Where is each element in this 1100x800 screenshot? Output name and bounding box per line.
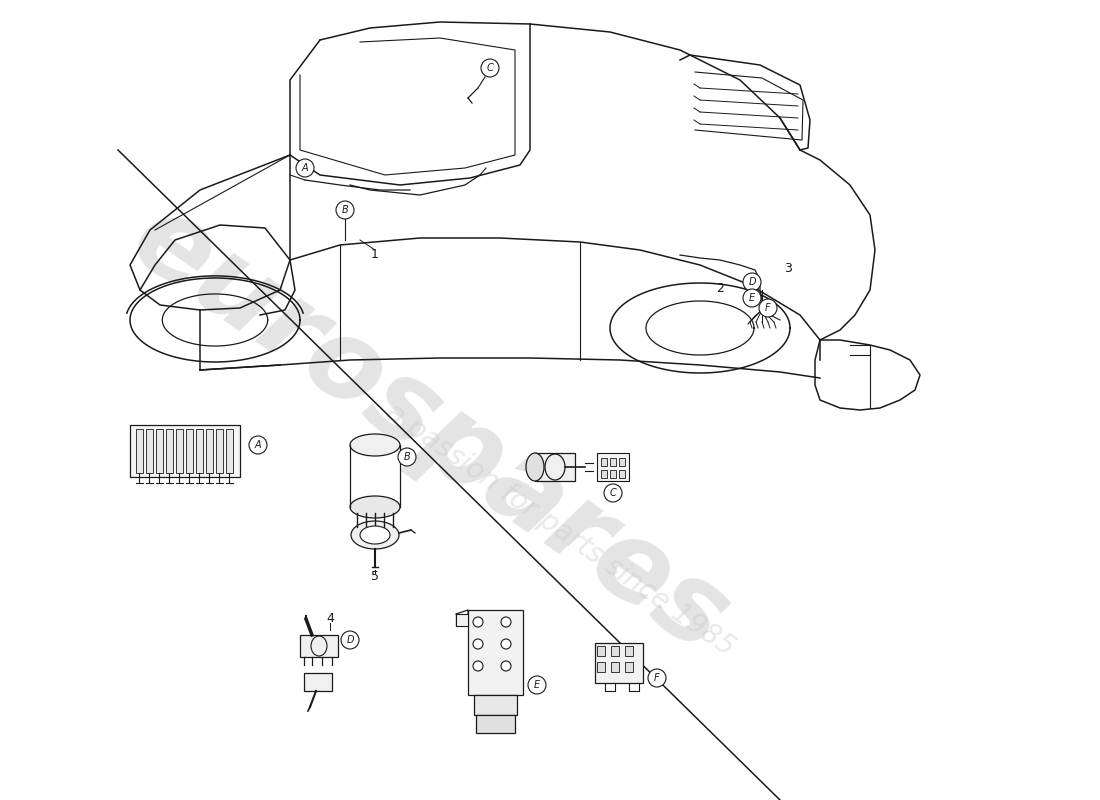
Bar [130, 425, 240, 477]
Text: B: B [342, 205, 349, 215]
Bar [146, 429, 153, 473]
Text: F: F [766, 303, 771, 313]
Circle shape [759, 299, 777, 317]
Circle shape [473, 617, 483, 627]
Text: D: D [346, 635, 354, 645]
Bar [216, 429, 223, 473]
Bar [597, 646, 605, 656]
Ellipse shape [350, 496, 400, 518]
Bar [476, 715, 515, 733]
Bar [166, 429, 173, 473]
Ellipse shape [360, 526, 390, 544]
Circle shape [648, 669, 666, 687]
Bar [625, 646, 632, 656]
Circle shape [341, 631, 359, 649]
Circle shape [336, 201, 354, 219]
Circle shape [742, 289, 761, 307]
Text: 1: 1 [371, 249, 378, 262]
Text: 2: 2 [716, 282, 724, 294]
Circle shape [604, 484, 622, 502]
Bar [619, 470, 625, 478]
Text: C: C [609, 488, 616, 498]
Bar [300, 635, 338, 657]
Bar [601, 470, 607, 478]
Text: C: C [486, 63, 494, 73]
Bar [474, 695, 517, 715]
Bar [595, 643, 644, 683]
Circle shape [398, 448, 416, 466]
Text: eurospares: eurospares [111, 185, 748, 675]
Text: D: D [748, 277, 756, 287]
Bar [196, 429, 204, 473]
Bar [601, 458, 607, 466]
Bar [597, 453, 629, 481]
Bar [186, 429, 192, 473]
Bar [610, 458, 616, 466]
Circle shape [528, 676, 546, 694]
Bar [610, 470, 616, 478]
Bar [136, 429, 143, 473]
Circle shape [500, 617, 512, 627]
Circle shape [500, 639, 512, 649]
Text: A: A [301, 163, 308, 173]
Bar [226, 429, 233, 473]
Bar [610, 646, 619, 656]
Bar [156, 429, 163, 473]
Text: F: F [654, 673, 660, 683]
Circle shape [500, 661, 512, 671]
Text: 5: 5 [371, 570, 380, 583]
Text: 3: 3 [784, 262, 792, 274]
Text: E: E [749, 293, 755, 303]
Bar [535, 453, 575, 481]
Bar [625, 662, 632, 672]
Bar [206, 429, 213, 473]
Bar [176, 429, 183, 473]
Bar [304, 673, 332, 691]
Circle shape [473, 639, 483, 649]
Bar [610, 662, 619, 672]
Text: a passion for parts since 1985: a passion for parts since 1985 [381, 398, 740, 662]
Circle shape [473, 661, 483, 671]
Circle shape [296, 159, 314, 177]
Circle shape [481, 59, 499, 77]
Bar [619, 458, 625, 466]
Text: E: E [534, 680, 540, 690]
Bar [456, 614, 468, 626]
Circle shape [742, 273, 761, 291]
Bar [597, 662, 605, 672]
Ellipse shape [351, 521, 399, 549]
Text: A: A [255, 440, 262, 450]
Ellipse shape [526, 453, 544, 481]
Ellipse shape [350, 434, 400, 456]
Text: B: B [404, 452, 410, 462]
Bar [468, 610, 522, 695]
Text: 4: 4 [326, 613, 334, 626]
Circle shape [249, 436, 267, 454]
